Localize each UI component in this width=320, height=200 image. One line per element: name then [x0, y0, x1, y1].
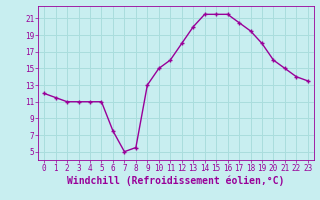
X-axis label: Windchill (Refroidissement éolien,°C): Windchill (Refroidissement éolien,°C) — [67, 176, 285, 186]
